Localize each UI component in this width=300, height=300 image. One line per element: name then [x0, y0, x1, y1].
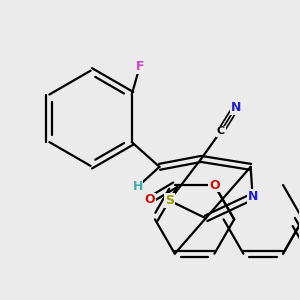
- Text: O: O: [209, 178, 220, 191]
- Text: F: F: [135, 60, 144, 73]
- Text: C: C: [217, 126, 225, 136]
- Text: H: H: [133, 180, 143, 193]
- Text: N: N: [231, 101, 241, 114]
- Text: S: S: [165, 194, 174, 207]
- Text: O: O: [145, 194, 155, 206]
- Text: N: N: [248, 190, 258, 203]
